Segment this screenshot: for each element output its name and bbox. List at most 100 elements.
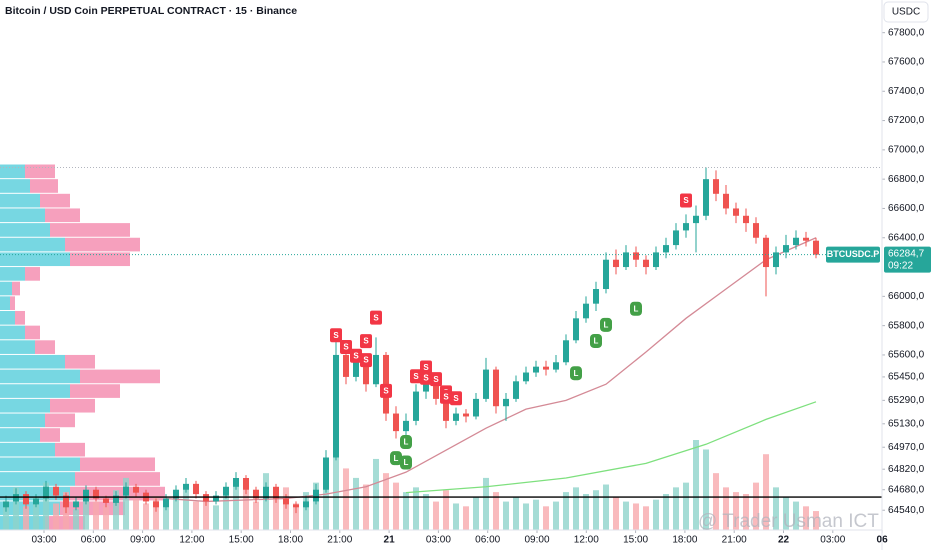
candle-body [163, 498, 169, 508]
candle-body [113, 495, 119, 503]
volume-bar [253, 501, 259, 530]
volume-bar [633, 503, 639, 530]
volume-bar [373, 458, 379, 530]
profile-up [0, 237, 65, 252]
profile-up [0, 208, 45, 223]
volume-bar [433, 501, 439, 530]
profile-up [0, 369, 80, 384]
x-tick-label: 15:00 [623, 535, 648, 546]
y-tick-label: 65450,0 [888, 372, 925, 383]
candle-body [773, 252, 779, 268]
volume-bar [303, 492, 309, 530]
profile-down [12, 281, 20, 296]
y-tick-label: 65290,0 [888, 395, 925, 406]
volume-bar [213, 505, 219, 530]
volume-bar [663, 494, 669, 530]
y-tick-label: 67400,0 [888, 86, 925, 97]
profile-down [15, 310, 25, 325]
profile-up [0, 472, 75, 486]
volume-bar [173, 492, 179, 530]
signal-marker [360, 353, 372, 368]
candle-body [183, 483, 189, 490]
moving-average [405, 401, 817, 494]
candle-body [23, 494, 29, 505]
x-tick-label: 21 [384, 535, 396, 546]
profile-up [0, 428, 40, 442]
signal-marker [410, 369, 422, 384]
candle-body [93, 489, 99, 499]
signal-label: S [343, 343, 349, 352]
volume-bar [743, 494, 749, 530]
signal-marker [420, 360, 432, 375]
volume-bar [113, 490, 119, 530]
signal-label: L [574, 369, 579, 378]
volume-bar [613, 496, 619, 530]
candle-body [53, 486, 59, 496]
volume-bar [53, 503, 59, 530]
y-tick-label: 64680,0 [888, 484, 925, 495]
profile-up [0, 413, 45, 428]
candle-body [813, 240, 819, 255]
x-tick-label: 06:00 [81, 535, 106, 546]
candle-body [433, 384, 439, 399]
candle-body [103, 498, 109, 503]
currency-button[interactable] [883, 1, 929, 23]
candle-body [583, 303, 589, 319]
volume-bar [783, 496, 789, 530]
candle-body [483, 369, 489, 399]
volume-bar [443, 490, 449, 530]
signal-marker [360, 334, 372, 349]
volume-bar [483, 477, 489, 530]
profile-up [0, 193, 40, 208]
candle-body [323, 457, 329, 490]
volume-bar [693, 440, 699, 530]
y-tick-label: 64540,0 [888, 505, 925, 516]
volume-bar [233, 480, 239, 530]
profile-up [0, 164, 25, 179]
profile-down [45, 208, 80, 223]
volume-bar [583, 494, 589, 530]
candle-body [503, 398, 509, 407]
x-tick-label: 06:00 [475, 535, 500, 546]
volume-bar [163, 507, 169, 530]
signal-marker [390, 451, 402, 466]
x-tick-label: 21:00 [722, 535, 747, 546]
signal-marker [600, 317, 612, 332]
volume-bar [183, 484, 189, 530]
signal-label: L [594, 337, 599, 346]
profile-down [50, 223, 130, 237]
x-tick-label: 12:00 [179, 535, 204, 546]
candle-body [313, 489, 319, 502]
signal-label: S [413, 372, 419, 381]
volume-bar [43, 482, 49, 530]
candle-body [643, 259, 649, 268]
y-tick-label: 67600,0 [888, 57, 925, 68]
signals: SSSSSSSSSSSSSSSLLLLLLL [330, 193, 692, 470]
candle-body [333, 354, 339, 458]
profile-down [25, 267, 40, 281]
candle-body [83, 489, 89, 502]
volume-bar [83, 494, 89, 530]
volume-bar [413, 487, 419, 530]
candle-body [263, 486, 269, 499]
candle-body [73, 501, 79, 508]
signal-label: S [353, 351, 359, 360]
volume-bar [13, 487, 19, 530]
y-tick-label: 65130,0 [888, 418, 925, 429]
axes: 67800,0 67600,0 67400,0 67200,0 67000,0 66800… [0, 27, 925, 546]
profile-up [0, 354, 65, 369]
signal-marker [450, 391, 462, 406]
candle-body [223, 486, 229, 496]
chart-title: Bitcoin / USD Coin PERPETUAL CONTRACT · … [5, 5, 297, 17]
x-tick-label: 22 [778, 535, 790, 546]
candle-body [703, 179, 709, 216]
candle-body [273, 486, 279, 499]
candle-body [343, 354, 349, 377]
profile-down [65, 237, 140, 252]
candle-body [543, 366, 549, 370]
currency-button-label[interactable]: USDC [892, 7, 920, 18]
candle-body [233, 477, 239, 487]
signal-label: S [683, 196, 689, 205]
candle-body [553, 362, 559, 370]
